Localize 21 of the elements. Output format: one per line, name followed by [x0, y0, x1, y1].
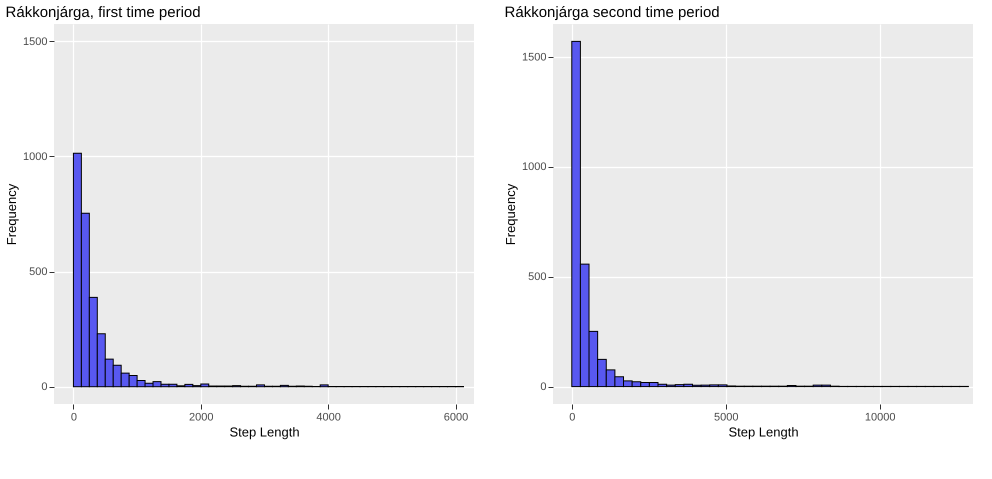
x-axis-title: Step Length	[229, 424, 300, 440]
x-tick-label: 2000	[189, 412, 214, 424]
x-tick-label: 4000	[316, 412, 341, 424]
y-tick-label: 0	[41, 381, 48, 394]
y-axis-title: Frequency	[4, 183, 20, 246]
y-tick-label: 500	[528, 271, 546, 284]
y-tick-label: 0	[540, 381, 546, 394]
x-tick-label: 0	[569, 412, 576, 424]
y-tick-label: 500	[29, 266, 48, 278]
y-tick-label: 1000	[23, 150, 48, 163]
y-axis-title: Frequency	[503, 183, 518, 246]
x-tick-label: 6000	[444, 412, 468, 424]
y-tick-label: 1500	[522, 51, 546, 64]
x-axis-title: Step Length	[728, 424, 799, 440]
chart-title: Rákkonjárga, first time period	[6, 4, 201, 21]
y-tick-label: 1000	[522, 161, 546, 174]
x-tick-label: 10000	[864, 412, 896, 424]
x-tick-label: 0	[70, 412, 77, 424]
y-tick-label: 1500	[23, 36, 48, 48]
chart-title: Rákkonjárga second time period	[504, 4, 720, 21]
x-tick-label: 5000	[714, 412, 738, 424]
